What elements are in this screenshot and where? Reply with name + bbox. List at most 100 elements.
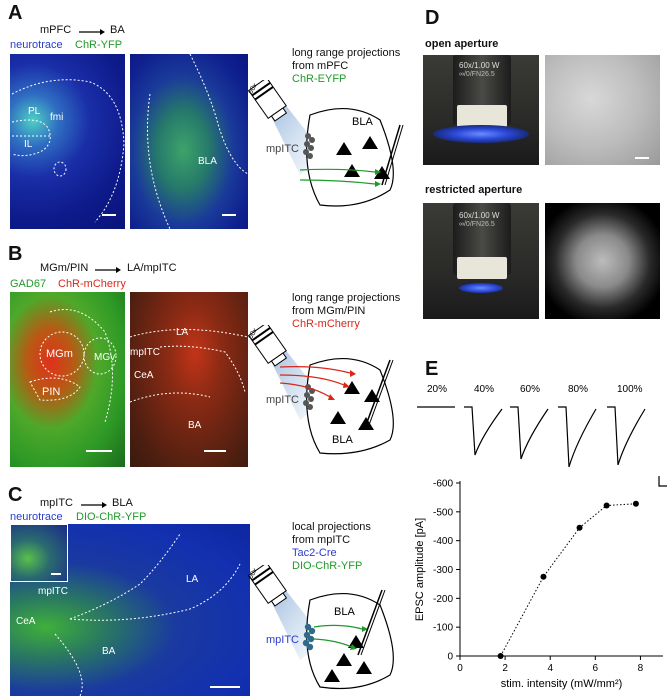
x-tick-label: 6 [593, 663, 599, 674]
panel-a-image-right: BLA [130, 54, 248, 229]
panel-d-letter: D [425, 7, 440, 29]
epsc-traces: 20% 40% 60% 80% 100% [417, 384, 667, 487]
schematic-c-bla: BLA [334, 606, 355, 618]
schematic-b-line1: long range projections [292, 292, 401, 304]
photo-objective-open: 60x/1.00 W ∞/0/FN26.5 [423, 55, 539, 165]
obj-label: 60x [247, 327, 259, 341]
objective-text: 60x/1.00 W [459, 61, 500, 70]
y-tick-label: -200 [433, 594, 453, 605]
label-cea: CeA [16, 616, 36, 627]
schematic-b: 60x BLA mpITC [247, 325, 394, 455]
panel-c-title-from: mpITC [40, 497, 73, 509]
label-mgm: MGm [46, 348, 73, 360]
trace-label: 100% [617, 384, 643, 395]
panel-b-stain2: ChR-mCherry [58, 278, 126, 290]
panel-b-title-from: MGm/PIN [40, 262, 89, 274]
panel-d-restricted-label: restricted aperture [425, 184, 523, 196]
panel-b-image-right: LA mpITC CeA BA [130, 292, 248, 467]
panel-b-title-to: LA/mpITC [127, 262, 177, 274]
panel-b-letter: B [8, 243, 23, 265]
y-tick-label: -500 [433, 507, 453, 518]
panel-a-title-to: BA [110, 24, 125, 36]
trace-label: 80% [568, 384, 588, 395]
y-axis-label: EPSC amplitude [pA] [414, 518, 426, 621]
schematic-b-line2: from MGm/PIN [292, 305, 366, 317]
obj-label: 60x [247, 567, 259, 581]
panel-a-stain2: ChR-YFP [75, 39, 123, 51]
x-tick-label: 4 [547, 663, 553, 674]
schematic-a-line3: ChR-EYFP [292, 73, 347, 85]
schematic-b-line3: ChR-mCherry [292, 318, 360, 330]
photo-field-restricted [545, 203, 660, 319]
panel-c-stain2: DIO-ChR-YFP [76, 511, 147, 523]
panel-a-title-from: mPFC [40, 24, 72, 36]
schematic-a: 60x BLA mpITC [247, 80, 404, 207]
x-tick-label: 0 [457, 663, 463, 674]
label-bla: BLA [198, 156, 217, 167]
panel-a-title-arrow [79, 29, 105, 35]
label-mpitc: mpITC [130, 347, 160, 358]
scale-bar [210, 686, 240, 688]
objective-sub: ∞/0/FN26.5 [459, 221, 495, 228]
label-cea: CeA [134, 370, 154, 381]
scale-bar [204, 450, 226, 452]
label-il: IL [24, 139, 33, 150]
schematic-b-bla: BLA [332, 434, 353, 446]
panel-c-letter: C [8, 484, 23, 506]
series-line [500, 503, 636, 657]
panel-b-stain1: GAD67 [10, 278, 47, 290]
y-tick-label: -600 [433, 479, 453, 490]
scale-bar [635, 157, 649, 159]
x-axis-label: stim. intensity (mW/mm²) [501, 678, 623, 690]
x-tick-label: 2 [502, 663, 508, 674]
panel-a-image-left: PL fmi IL [10, 54, 125, 229]
obj-label: 60x [247, 82, 259, 96]
label-la: LA [186, 574, 199, 585]
label-la: LA [176, 327, 189, 338]
data-point [497, 653, 504, 659]
panel-c-title-arrow [81, 502, 107, 508]
trace-scale-bar [658, 476, 667, 487]
panel-e-letter: E [425, 358, 439, 380]
scale-bar [222, 214, 236, 216]
panel-c-inset [10, 524, 68, 582]
scale-bar [102, 214, 116, 216]
epsc-trace [607, 406, 646, 466]
epsc-trace [510, 406, 549, 460]
x-tick-label: 8 [638, 663, 644, 674]
schematic-a-mpitc: mpITC [266, 143, 299, 155]
schematic-c-line2: from mpITC [292, 534, 351, 546]
schematic-c-line1: local projections [292, 521, 371, 533]
data-point [540, 573, 547, 580]
label-mpitc: mpITC [38, 586, 68, 597]
epsc-chart: 0 -100 -200 -300 -400 -500 -600 0 2 4 6 8 stim. inte… [414, 479, 663, 690]
photo-objective-restricted: 60x/1.00 W ∞/0/FN26.5 [423, 203, 539, 319]
data-point [632, 500, 639, 507]
schematic-a-line2: from mPFC [292, 60, 349, 72]
panel-c-image: mpITC CeA LA BA [10, 524, 250, 696]
label-ba: BA [188, 420, 202, 431]
schematic-c: 60x BLA mpITC [247, 565, 394, 690]
objective-sub: ∞/0/FN26.5 [459, 71, 495, 78]
scale-bar [51, 573, 61, 575]
scale-bar [86, 450, 112, 452]
panel-a-stain1: neurotrace [10, 39, 63, 51]
label-pin: PIN [42, 386, 61, 398]
label-fmi: fmi [50, 112, 64, 123]
panel-c-stain1: neurotrace [10, 511, 63, 523]
label-ba: BA [102, 646, 116, 657]
y-tick-label: -100 [433, 623, 453, 634]
panel-b-title-arrow [95, 267, 121, 273]
label-pl: PL [28, 106, 41, 117]
epsc-trace [558, 406, 597, 468]
schematic-c-line4: DIO-ChR-YFP [292, 560, 363, 572]
y-tick-label: -300 [433, 565, 453, 576]
label-mgv: MGv [94, 352, 116, 363]
trace-label: 60% [520, 384, 540, 395]
y-tick-label: 0 [447, 652, 453, 663]
schematic-c-line3: Tac2-Cre [292, 547, 337, 559]
schematic-b-mpitc: mpITC [266, 394, 299, 406]
panel-d-open-label: open aperture [425, 38, 499, 50]
photo-field-open [545, 55, 660, 165]
schematic-c-mpitc: mpITC [266, 634, 299, 646]
